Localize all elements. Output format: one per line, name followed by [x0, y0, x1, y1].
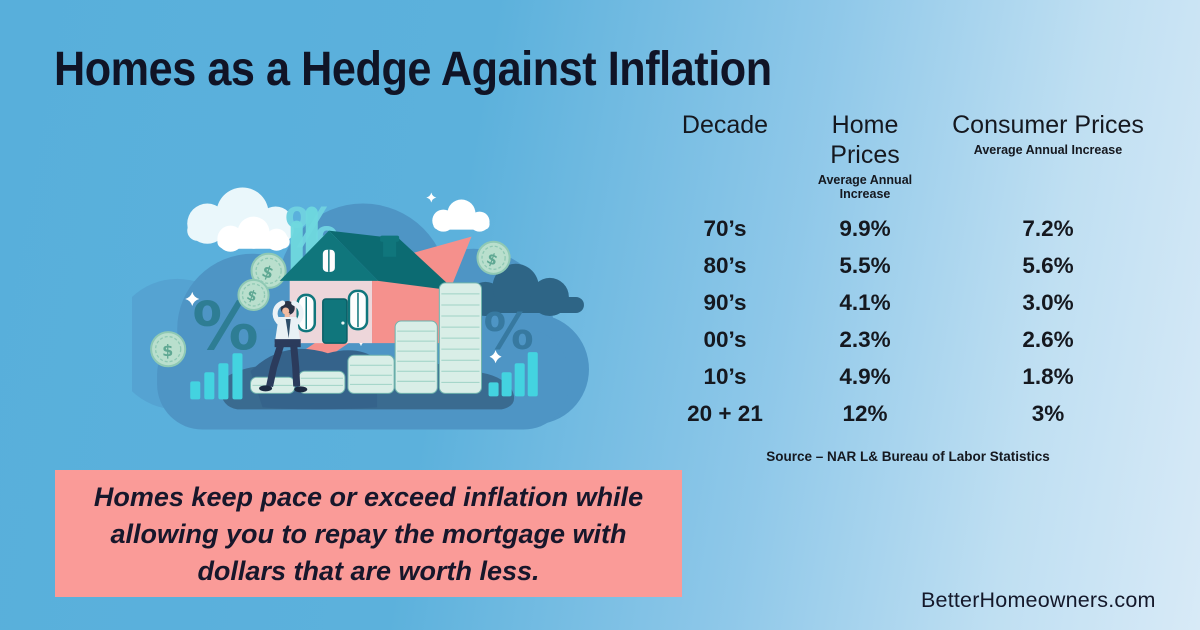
decade-cell: 70’s — [703, 216, 747, 241]
svg-text:$: $ — [162, 341, 173, 360]
page-title: Homes as a Hedge Against Inflation — [54, 43, 772, 96]
consumer-price-cell: 7.2% — [1022, 216, 1074, 241]
money-stack-5 — [438, 282, 483, 394]
dollar-coin-icon: $ $ — [237, 252, 287, 312]
consumer-price-cell: 2.6% — [1022, 327, 1074, 352]
house-icon — [279, 230, 456, 344]
table-row: 20 + 21 12% 3% — [650, 395, 1166, 432]
consumer-prices-subtitle: Average Annual Increase — [973, 143, 1123, 157]
website-label: BetterHomeowners.com — [921, 588, 1156, 612]
consumer-price-cell: 5.6% — [1022, 253, 1074, 278]
home-price-cell: 2.3% — [839, 327, 891, 352]
percent-icon-blue: % — [484, 302, 534, 361]
callout-line: Homes keep pace or exceed inflation whil… — [93, 482, 644, 512]
money-stack-4 — [394, 320, 438, 394]
decade-cell: 90’s — [703, 290, 747, 315]
table-row: 00’s 2.3% 2.6% — [650, 321, 1166, 358]
cloud-icon — [187, 187, 294, 252]
housing-inflation-illustration: % % % $ $ $ $ — [132, 187, 589, 430]
column-header-home-prices: Home Prices Average Annual Increase — [800, 110, 930, 201]
column-header-consumer-prices: Consumer Prices Average Annual Increase — [930, 110, 1166, 189]
chimney — [383, 240, 397, 257]
decade-cell: 80’s — [703, 253, 747, 278]
table-row: 10’s 4.9% 1.8% — [650, 358, 1166, 395]
column-header-decade: Decade — [681, 111, 769, 139]
source-attribution: Source – NAR L& Bureau of Labor Statisti… — [766, 449, 1050, 464]
dark-cloud-icon — [467, 263, 584, 317]
comparison-table: Decade Home Prices Average Annual Increa… — [650, 110, 1166, 464]
table-row: 90’s 4.1% 3.0% — [650, 284, 1166, 321]
home-price-cell: 4.1% — [839, 290, 891, 315]
svg-text:$: $ — [245, 287, 259, 305]
chimney-cap — [380, 235, 400, 242]
callout-line: dollars that are worth less. — [197, 556, 540, 586]
decade-cell: 20 + 21 — [687, 401, 763, 426]
bar-chart-icon-right — [488, 352, 538, 397]
door — [322, 298, 348, 344]
consumer-price-cell: 1.8% — [1022, 364, 1074, 389]
consumer-price-cell: 3.0% — [1022, 290, 1074, 315]
table-row: 70’s 9.9% 7.2% — [650, 210, 1166, 247]
table-row: 80’s 5.5% 5.6% — [650, 247, 1166, 284]
svg-text:$: $ — [259, 261, 275, 283]
door-handle — [341, 321, 345, 325]
decade-cell: 00’s — [703, 327, 747, 352]
home-price-cell: 4.9% — [839, 364, 891, 389]
decade-cell: 10’s — [703, 364, 747, 389]
dollar-coin-icon-right: $ — [476, 240, 511, 275]
house-side-roof — [328, 230, 456, 291]
table-header-row: Decade Home Prices Average Annual Increa… — [650, 110, 1166, 201]
person-icon — [259, 300, 308, 393]
home-price-cell: 9.9% — [839, 216, 891, 241]
callout-box: Homes keep pace or exceed inflation whil… — [55, 470, 682, 597]
table-body: 70’s 9.9% 7.2% 80’s 5.5% 5.6% 90’s 4.1% … — [650, 210, 1166, 432]
callout-line: allowing you to repay the mortgage with — [110, 519, 627, 549]
consumer-price-cell: 3% — [1031, 401, 1065, 426]
home-price-cell: 12% — [842, 401, 888, 426]
dollar-coin-icon-left: $ — [150, 331, 187, 368]
home-prices-subtitle: Average Annual Increase — [817, 173, 913, 201]
bar-chart-icon-left — [190, 353, 243, 400]
home-price-cell: 5.5% — [839, 253, 891, 278]
cloud-icon-small — [432, 199, 490, 232]
money-stack-3 — [347, 354, 395, 394]
